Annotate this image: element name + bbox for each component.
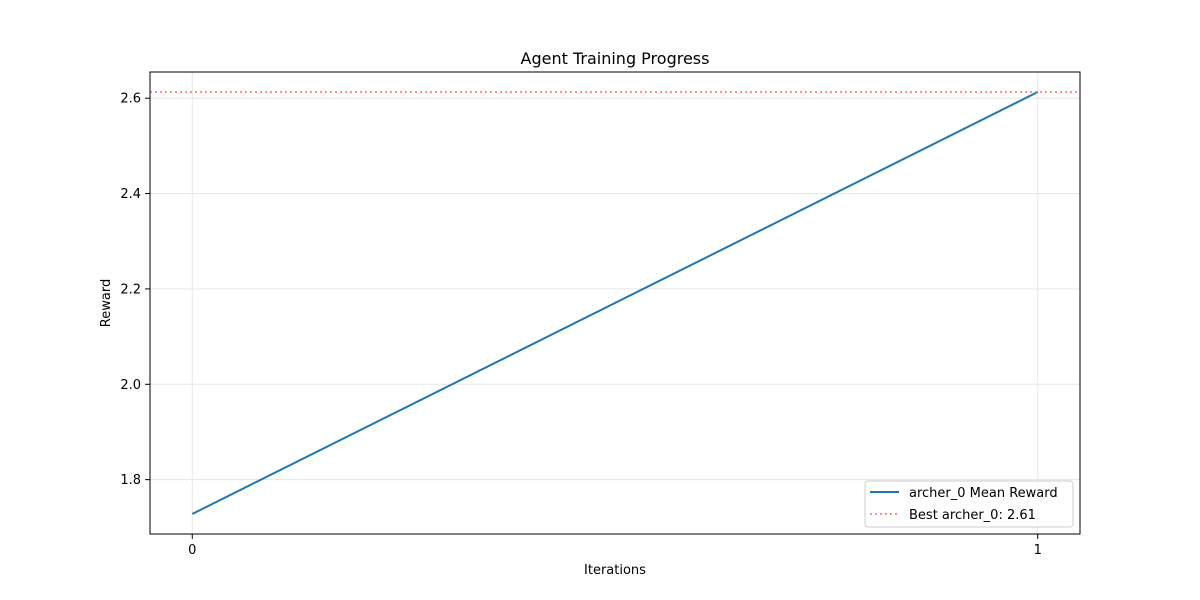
legend: archer_0 Mean Reward Best archer_0: 2.61 [864,480,1074,528]
legend-box [864,480,1074,528]
y-tick-label: 2.0 [120,378,141,393]
y-tick-label: 1.8 [120,473,141,488]
legend-label-mean-reward: archer_0 Mean Reward [909,486,1058,501]
x-tick-label: 0 [188,543,196,558]
chart-title: Agent Training Progress [521,49,710,68]
y-axis-label: Reward [99,279,114,327]
ticks: 0 1 1.8 2.0 2.2 2.4 2.6 [120,92,1042,558]
legend-label-best: Best archer_0: 2.61 [909,508,1036,523]
x-axis-label: Iterations [584,563,646,578]
y-tick-label: 2.4 [120,187,141,202]
series-line-mean-reward [191,91,1039,515]
x-tick-label: 1 [1034,543,1042,558]
plot-area [150,91,1080,515]
grid [150,72,1080,534]
axes-frame [149,71,1081,535]
y-tick-label: 2.2 [120,282,141,297]
y-tick-label: 2.6 [120,92,141,107]
